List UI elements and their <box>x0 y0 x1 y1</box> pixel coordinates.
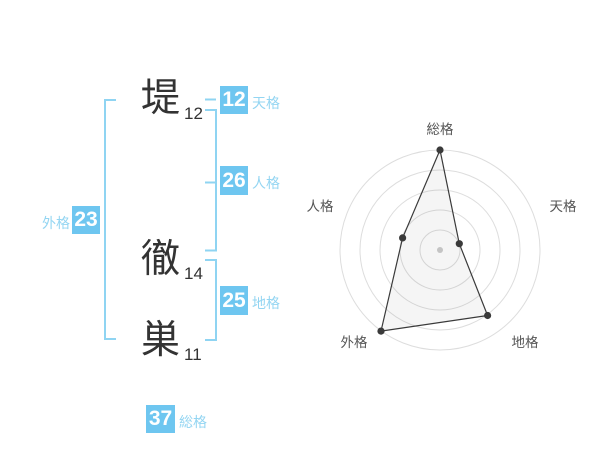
svg-text:総格: 総格 <box>427 122 454 137</box>
svg-text:地格: 地格 <box>512 335 540 350</box>
svg-text:人格: 人格 <box>307 199 334 214</box>
svg-text:外格: 外格 <box>341 335 368 350</box>
svg-text:天格: 天格 <box>550 199 578 214</box>
